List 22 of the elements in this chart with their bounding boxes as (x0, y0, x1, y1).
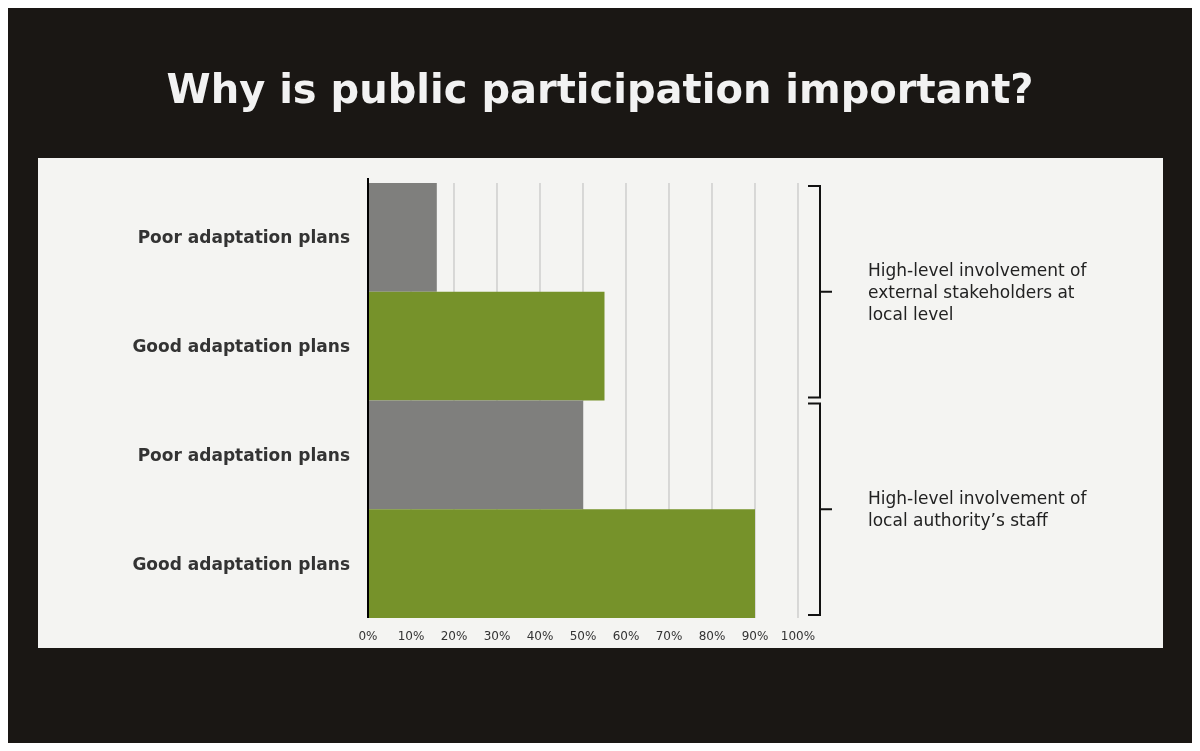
x-tick-label: 30% (483, 629, 511, 643)
y-tick-label: Poor adaptation plans (137, 444, 350, 465)
bar (368, 509, 755, 618)
x-tick-label: 90% (741, 629, 769, 643)
x-tick-label: 40% (526, 629, 554, 643)
y-tick-label: Good adaptation plans (132, 336, 350, 357)
x-tick-label: 0% (358, 629, 378, 643)
text: High-level involvement of external stakeholders at local level (868, 259, 1088, 324)
x-tick-label: 20% (440, 629, 468, 643)
y-tick-label: Good adaptation plans (132, 553, 350, 574)
x-tick-label: 100% (780, 629, 816, 643)
bar (368, 400, 583, 510)
y-tick-label: Poor adaptation plans (137, 227, 350, 248)
bar (368, 291, 605, 401)
x-tick-label: 80% (698, 629, 726, 643)
x-tick-label: 50% (569, 629, 597, 643)
x-tick-label: 10% (397, 629, 425, 643)
x-tick-label: 70% (655, 629, 683, 643)
x-tick-label: 60% (612, 629, 640, 643)
chart-title: Why is public participation important? (166, 66, 1034, 112)
bar (368, 183, 437, 292)
text: High-level involvement of local authority’s staff (868, 488, 1088, 531)
